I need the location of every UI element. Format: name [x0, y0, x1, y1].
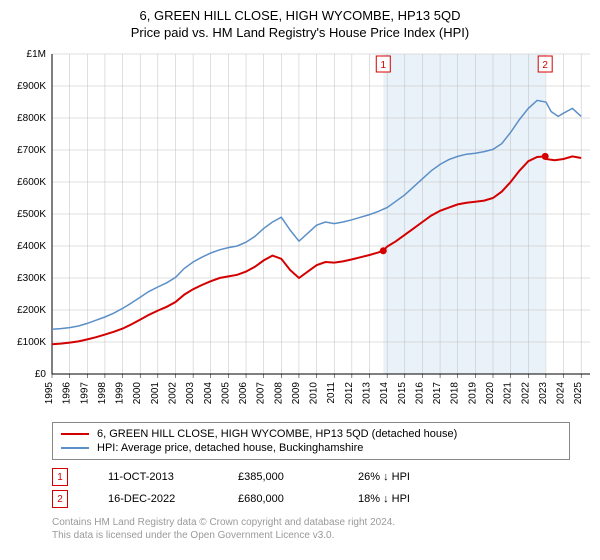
y-tick-label: £700K [17, 145, 46, 156]
x-tick-label: 2012 [344, 382, 355, 405]
marker-badge: 2 [52, 490, 68, 508]
y-tick-label: £200K [17, 305, 46, 316]
x-tick-label: 2000 [132, 382, 143, 405]
x-tick-label: 1997 [79, 382, 90, 405]
marker-row: 2 16-DEC-2022 £680,000 18% ↓ HPI [52, 488, 570, 510]
marker-flag-text: 2 [542, 60, 548, 71]
legend-row: HPI: Average price, detached house, Buck… [61, 441, 561, 455]
y-tick-label: £100K [17, 337, 46, 348]
marker-table: 1 11-OCT-2013 £385,000 26% ↓ HPI 2 16-DEC-202… [52, 466, 570, 510]
x-tick-label: 2024 [556, 382, 567, 405]
y-tick-label: £500K [17, 209, 46, 220]
footer-line-1: Contains HM Land Registry data © Crown c… [52, 516, 570, 529]
y-tick-label: £900K [17, 81, 46, 92]
y-tick-label: £1M [27, 49, 46, 60]
x-tick-label: 2010 [309, 382, 320, 405]
y-tick-label: £300K [17, 273, 46, 284]
x-tick-label: 2014 [379, 382, 390, 405]
marker-date: 16-DEC-2022 [108, 493, 198, 505]
marker-diff: 26% ↓ HPI [358, 471, 438, 483]
x-tick-label: 2023 [538, 382, 549, 405]
legend-swatch [61, 433, 89, 435]
marker-price: £385,000 [238, 471, 318, 483]
title-sub: Price paid vs. HM Land Registry's House … [0, 25, 600, 40]
x-tick-label: 2007 [256, 382, 267, 405]
x-tick-label: 2021 [503, 382, 514, 405]
marker-date: 11-OCT-2013 [108, 471, 198, 483]
legend-swatch [61, 447, 89, 449]
x-tick-label: 1999 [115, 382, 126, 405]
legend: 6, GREEN HILL CLOSE, HIGH WYCOMBE, HP13 … [52, 422, 570, 460]
marker-badge: 1 [52, 468, 68, 486]
legend-row: 6, GREEN HILL CLOSE, HIGH WYCOMBE, HP13 … [61, 427, 561, 441]
x-tick-label: 2009 [291, 382, 302, 405]
x-tick-label: 2020 [485, 382, 496, 405]
x-tick-label: 1995 [44, 382, 55, 405]
legend-label: 6, GREEN HILL CLOSE, HIGH WYCOMBE, HP13 … [97, 428, 457, 440]
marker-diff: 18% ↓ HPI [358, 493, 438, 505]
marker-dot [542, 153, 549, 160]
marker-dot [380, 247, 387, 254]
x-tick-label: 2017 [432, 382, 443, 405]
x-tick-label: 2011 [326, 382, 337, 404]
x-tick-label: 2006 [238, 382, 249, 405]
x-tick-label: 2004 [203, 382, 214, 405]
x-tick-label: 2002 [167, 382, 178, 405]
x-tick-label: 2013 [362, 382, 373, 405]
x-tick-label: 2022 [520, 382, 531, 405]
marker-row: 1 11-OCT-2013 £385,000 26% ↓ HPI [52, 466, 570, 488]
x-tick-label: 1996 [62, 382, 73, 405]
x-tick-label: 2003 [185, 382, 196, 405]
y-tick-label: £0 [35, 369, 47, 380]
x-tick-label: 2016 [414, 382, 425, 405]
x-tick-label: 2008 [273, 382, 284, 405]
x-tick-label: 1998 [97, 382, 108, 405]
x-tick-label: 2005 [220, 382, 231, 405]
x-tick-label: 2015 [397, 382, 408, 405]
title-main: 6, GREEN HILL CLOSE, HIGH WYCOMBE, HP13 … [0, 8, 600, 23]
y-tick-label: £600K [17, 177, 46, 188]
x-tick-label: 2025 [573, 382, 584, 405]
x-tick-label: 2019 [467, 382, 478, 405]
x-tick-label: 2018 [450, 382, 461, 405]
footer-attribution: Contains HM Land Registry data © Crown c… [52, 516, 570, 542]
legend-label: HPI: Average price, detached house, Buck… [97, 442, 363, 454]
footer-line-2: This data is licensed under the Open Gov… [52, 529, 570, 542]
y-tick-label: £400K [17, 241, 46, 252]
x-tick-label: 2001 [150, 382, 161, 405]
marker-flag-text: 1 [380, 60, 386, 71]
price-chart: £0 £100K £200K £300K £400K £500K £600K £700K £80… [0, 44, 600, 414]
y-tick-label: £800K [17, 113, 46, 124]
marker-price: £680,000 [238, 493, 318, 505]
